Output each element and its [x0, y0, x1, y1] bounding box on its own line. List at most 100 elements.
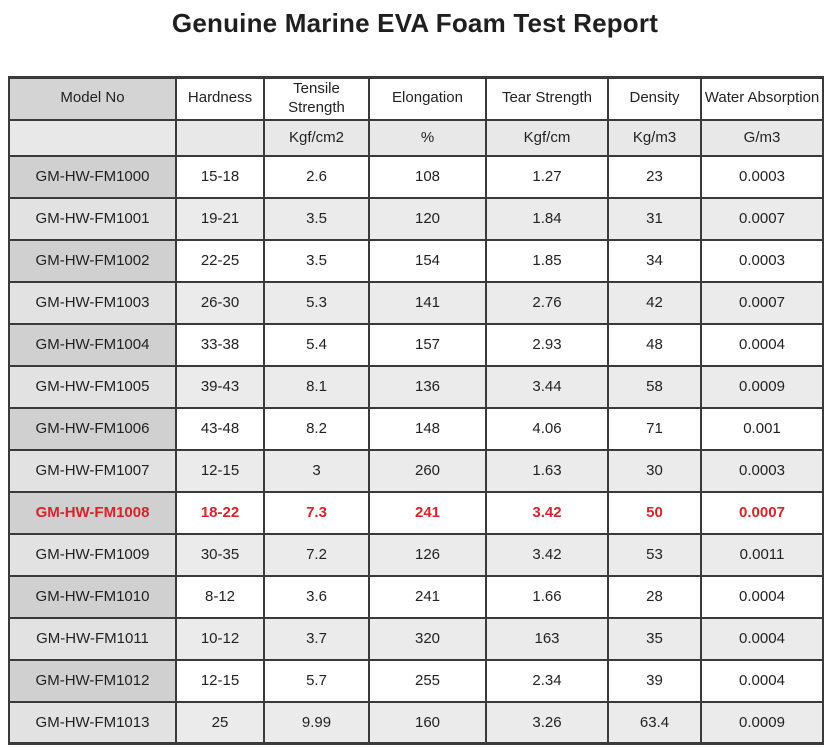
cell-elongation: 160	[368, 700, 487, 745]
test-report-table-container: Model No Hardness Tensile Strength Elong…	[8, 76, 824, 745]
column-header-water-absorption: Water Absorption	[700, 76, 824, 121]
cell-elongation: 241	[368, 574, 487, 619]
units-row: Kgf/cm2 % Kgf/cm Kg/m3 G/m3	[8, 118, 824, 157]
cell-model-no: GM-HW-FM1005	[8, 364, 177, 409]
cell-elongation: 108	[368, 154, 487, 199]
column-header-density: Density	[607, 76, 702, 121]
table-row: GM-HW-FM1002 22-25 3.5 154 1.85 34 0.000…	[8, 238, 824, 283]
cell-tensile-strength: 3.7	[263, 616, 370, 661]
cell-elongation: 126	[368, 532, 487, 577]
cell-tensile-strength: 8.2	[263, 406, 370, 451]
table-row: GM-HW-FM1005 39-43 8.1 136 3.44 58 0.000…	[8, 364, 824, 409]
cell-density: 53	[607, 532, 702, 577]
cell-water-absorption: 0.0004	[700, 322, 824, 367]
cell-tensile-strength: 9.99	[263, 700, 370, 745]
table-row: GM-HW-FM1000 15-18 2.6 108 1.27 23 0.000…	[8, 154, 824, 199]
cell-density: 23	[607, 154, 702, 199]
unit-model-no	[8, 118, 177, 157]
cell-tear-strength: 1.85	[485, 238, 609, 283]
column-header-elongation: Elongation	[368, 76, 487, 121]
table-row: GM-HW-FM1006 43-48 8.2 148 4.06 71 0.001	[8, 406, 824, 451]
cell-tensile-strength: 3.5	[263, 238, 370, 283]
cell-tensile-strength: 8.1	[263, 364, 370, 409]
cell-elongation: 241	[368, 490, 487, 535]
cell-hardness: 18-22	[175, 490, 265, 535]
table-row: GM-HW-FM1013 25 9.99 160 3.26 63.4 0.000…	[8, 700, 824, 745]
cell-tensile-strength: 2.6	[263, 154, 370, 199]
cell-density: 39	[607, 658, 702, 703]
cell-hardness: 25	[175, 700, 265, 745]
table-body: GM-HW-FM1000 15-18 2.6 108 1.27 23 0.000…	[8, 154, 824, 745]
cell-tear-strength: 4.06	[485, 406, 609, 451]
cell-hardness: 26-30	[175, 280, 265, 325]
cell-model-no: GM-HW-FM1001	[8, 196, 177, 241]
cell-hardness: 12-15	[175, 448, 265, 493]
cell-elongation: 320	[368, 616, 487, 661]
cell-elongation: 120	[368, 196, 487, 241]
cell-density: 31	[607, 196, 702, 241]
cell-water-absorption: 0.0011	[700, 532, 824, 577]
cell-density: 58	[607, 364, 702, 409]
cell-water-absorption: 0.0003	[700, 448, 824, 493]
cell-water-absorption: 0.0007	[700, 490, 824, 535]
cell-hardness: 30-35	[175, 532, 265, 577]
unit-density: Kg/m3	[607, 118, 702, 157]
cell-water-absorption: 0.0009	[700, 364, 824, 409]
cell-density: 34	[607, 238, 702, 283]
cell-density: 28	[607, 574, 702, 619]
cell-tensile-strength: 3.6	[263, 574, 370, 619]
cell-elongation: 255	[368, 658, 487, 703]
cell-model-no: GM-HW-FM1006	[8, 406, 177, 451]
cell-tensile-strength: 3.5	[263, 196, 370, 241]
cell-elongation: 157	[368, 322, 487, 367]
cell-elongation: 154	[368, 238, 487, 283]
cell-model-no: GM-HW-FM1003	[8, 280, 177, 325]
cell-hardness: 39-43	[175, 364, 265, 409]
cell-tear-strength: 3.42	[485, 532, 609, 577]
cell-tensile-strength: 7.2	[263, 532, 370, 577]
column-header-tensile-strength: Tensile Strength	[263, 76, 370, 121]
cell-tear-strength: 3.42	[485, 490, 609, 535]
cell-tear-strength: 3.44	[485, 364, 609, 409]
cell-model-no: GM-HW-FM1012	[8, 658, 177, 703]
cell-tear-strength: 1.66	[485, 574, 609, 619]
table-row: GM-HW-FM1004 33-38 5.4 157 2.93 48 0.000…	[8, 322, 824, 367]
table-row: GM-HW-FM1008 18-22 7.3 241 3.42 50 0.000…	[8, 490, 824, 535]
cell-tensile-strength: 5.3	[263, 280, 370, 325]
cell-water-absorption: 0.0009	[700, 700, 824, 745]
cell-water-absorption: 0.0007	[700, 196, 824, 241]
column-header-tear-strength: Tear Strength	[485, 76, 609, 121]
cell-model-no: GM-HW-FM1009	[8, 532, 177, 577]
cell-density: 30	[607, 448, 702, 493]
unit-tear-strength: Kgf/cm	[485, 118, 609, 157]
cell-tear-strength: 2.93	[485, 322, 609, 367]
cell-tear-strength: 163	[485, 616, 609, 661]
cell-model-no: GM-HW-FM1007	[8, 448, 177, 493]
cell-tensile-strength: 5.4	[263, 322, 370, 367]
cell-model-no: GM-HW-FM1004	[8, 322, 177, 367]
cell-elongation: 136	[368, 364, 487, 409]
cell-hardness: 19-21	[175, 196, 265, 241]
cell-water-absorption: 0.0004	[700, 658, 824, 703]
cell-water-absorption: 0.0004	[700, 616, 824, 661]
cell-water-absorption: 0.0003	[700, 238, 824, 283]
unit-hardness	[175, 118, 265, 157]
unit-tensile-strength: Kgf/cm2	[263, 118, 370, 157]
table-row: GM-HW-FM1003 26-30 5.3 141 2.76 42 0.000…	[8, 280, 824, 325]
cell-hardness: 12-15	[175, 658, 265, 703]
cell-elongation: 148	[368, 406, 487, 451]
cell-density: 42	[607, 280, 702, 325]
cell-water-absorption: 0.0003	[700, 154, 824, 199]
cell-density: 48	[607, 322, 702, 367]
cell-model-no: GM-HW-FM1013	[8, 700, 177, 745]
cell-elongation: 141	[368, 280, 487, 325]
cell-water-absorption: 0.0004	[700, 574, 824, 619]
cell-model-no: GM-HW-FM1008	[8, 490, 177, 535]
column-header-hardness: Hardness	[175, 76, 265, 121]
cell-density: 63.4	[607, 700, 702, 745]
page-title: Genuine Marine EVA Foam Test Report	[171, 8, 659, 38]
cell-elongation: 260	[368, 448, 487, 493]
cell-hardness: 33-38	[175, 322, 265, 367]
cell-model-no: GM-HW-FM1002	[8, 238, 177, 283]
